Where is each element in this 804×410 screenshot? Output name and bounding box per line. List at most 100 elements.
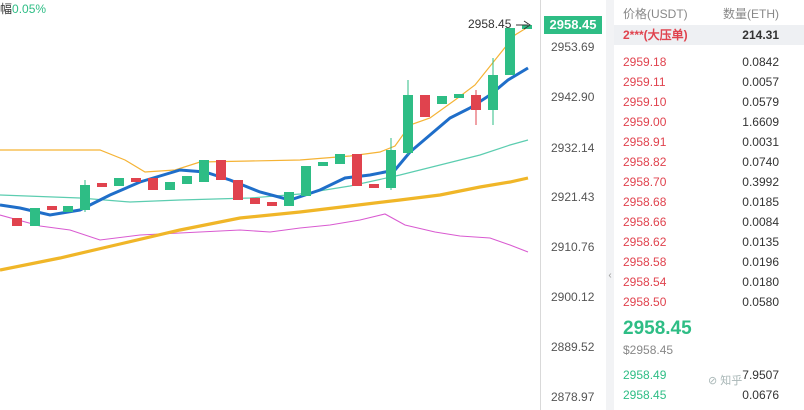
change-value: 0.05% xyxy=(12,2,47,16)
ma-line-teal xyxy=(0,139,529,203)
order-qty: 7.9507 xyxy=(742,368,779,382)
price-axis[interactable]: 2953.69 2942.90 2932.14 2921.43 2910.76 … xyxy=(540,0,607,410)
orderbook-ask-row[interactable]: 2958.62 0.0135 xyxy=(614,232,804,252)
orderbook-bid-row[interactable]: 2958.49 7.9507 xyxy=(614,365,804,385)
orderbook-bid-row[interactable]: 2958.45 0.0676 xyxy=(614,385,804,405)
orderbook-ask-row[interactable]: 2959.10 0.0579 xyxy=(614,92,804,112)
candle xyxy=(301,166,311,196)
order-price: 2958.49 xyxy=(623,368,667,382)
ma-line-orange-thin xyxy=(0,26,529,173)
candle xyxy=(216,160,226,180)
order-qty: 1.6609 xyxy=(742,115,779,129)
orderbook-ask-row[interactable]: 2958.82 0.0740 xyxy=(614,152,804,172)
price-tick: 2889.52 xyxy=(551,340,595,354)
candle xyxy=(12,218,22,226)
orderbook-ask-row[interactable]: 2958.66 0.0084 xyxy=(614,212,804,232)
last-price: 2958.45 xyxy=(623,318,692,339)
orderbook-large-order-row[interactable]: 2***(大压单) 214.31 xyxy=(614,25,804,45)
candle xyxy=(284,192,294,206)
order-qty: 0.0580 xyxy=(742,295,779,309)
candle xyxy=(386,150,396,188)
orderbook-ask-row[interactable]: 2958.70 0.3992 xyxy=(614,172,804,192)
order-price: 2959.00 xyxy=(623,115,667,129)
candle xyxy=(505,28,515,75)
candle xyxy=(148,178,158,190)
candle xyxy=(63,206,73,212)
order-qty: 0.0031 xyxy=(742,135,779,149)
candle xyxy=(403,95,413,153)
candle xyxy=(80,185,90,210)
candle xyxy=(369,184,379,188)
ma-line-gold xyxy=(0,176,529,272)
order-qty: 0.3992 xyxy=(742,175,779,189)
ma-line-magenta xyxy=(0,213,529,253)
order-qty: 214.31 xyxy=(742,28,779,42)
panel-divider[interactable] xyxy=(606,0,614,410)
candle xyxy=(114,178,124,186)
order-qty: 0.0057 xyxy=(742,75,779,89)
price-tick: 2900.12 xyxy=(551,290,595,304)
order-price: 2958.50 xyxy=(623,295,667,309)
order-qty: 0.0135 xyxy=(742,235,779,249)
candle xyxy=(250,198,260,204)
candle xyxy=(233,180,243,200)
candle xyxy=(97,183,107,187)
order-price: 2958.70 xyxy=(623,175,667,189)
order-price: 2958.62 xyxy=(623,235,667,249)
candle xyxy=(454,94,464,98)
order-price: 2958.82 xyxy=(623,155,667,169)
price-tick: 2942.90 xyxy=(551,90,595,104)
candle xyxy=(182,176,192,184)
price-change-indicator: 幅0.05% xyxy=(0,0,46,17)
change-label: 幅 xyxy=(0,2,13,16)
order-price: 2958.91 xyxy=(623,135,667,149)
orderbook-ask-row[interactable]: 2958.91 0.0031 xyxy=(614,132,804,152)
orderbook-qty-header: 数量(ETH) xyxy=(723,7,779,21)
order-qty: 0.0740 xyxy=(742,155,779,169)
order-qty: 0.0180 xyxy=(742,275,779,289)
order-price: 2958.45 xyxy=(623,388,667,402)
price-tick: 2921.43 xyxy=(551,190,595,204)
candle xyxy=(318,162,328,166)
candle xyxy=(352,154,362,186)
candle xyxy=(437,96,447,104)
candle xyxy=(335,154,345,164)
order-qty: 0.0185 xyxy=(742,195,779,209)
order-price: 2959.18 xyxy=(623,55,667,69)
order-price: 2***(大压单) xyxy=(623,28,688,42)
order-price: 2958.68 xyxy=(623,195,667,209)
candlestick-chart[interactable] xyxy=(0,0,540,410)
orderbook-ask-row[interactable]: 2959.00 1.6609 xyxy=(614,112,804,132)
current-price-badge: 2958.45 xyxy=(544,16,602,34)
order-qty: 0.0676 xyxy=(742,388,779,402)
orderbook-ask-row[interactable]: 2959.11 0.0057 xyxy=(614,72,804,92)
price-tick: 2910.76 xyxy=(551,240,595,254)
orderbook-panel: 价格(USDT) 数量(ETH) 2***(大压单) 214.31 2959.1… xyxy=(614,0,804,410)
candle xyxy=(199,160,209,182)
order-qty: 0.0196 xyxy=(742,255,779,269)
orderbook-ask-row[interactable]: 2958.58 0.0196 xyxy=(614,252,804,272)
current-price-marker-label: 2958.45 xyxy=(468,17,512,31)
price-tick: 2932.14 xyxy=(551,141,595,155)
order-qty: 0.0579 xyxy=(742,95,779,109)
order-price: 2959.10 xyxy=(623,95,667,109)
orderbook-ask-row[interactable]: 2959.18 0.0842 xyxy=(614,52,804,72)
collapse-chevron-icon[interactable]: ‹ xyxy=(608,270,612,281)
watermark: ⊘ 知乎 xyxy=(708,375,743,387)
order-price: 2959.11 xyxy=(623,75,666,89)
candle xyxy=(131,178,141,182)
orderbook-ask-row[interactable]: 2958.54 0.0180 xyxy=(614,272,804,292)
order-qty: 0.0842 xyxy=(742,55,779,69)
orderbook-ask-row[interactable]: 2958.50 0.0580 xyxy=(614,292,804,312)
candle xyxy=(420,95,430,117)
order-price: 2958.54 xyxy=(623,275,667,289)
orderbook-price-header: 价格(USDT) xyxy=(623,7,688,21)
order-price: 2958.66 xyxy=(623,215,667,229)
orderbook-ask-row[interactable]: 2958.68 0.0185 xyxy=(614,192,804,212)
candle xyxy=(165,182,175,190)
order-price: 2958.58 xyxy=(623,255,667,269)
order-qty: 0.0084 xyxy=(742,215,779,229)
candle xyxy=(30,208,40,226)
price-tick: 2953.69 xyxy=(551,40,595,54)
candle xyxy=(471,95,481,110)
